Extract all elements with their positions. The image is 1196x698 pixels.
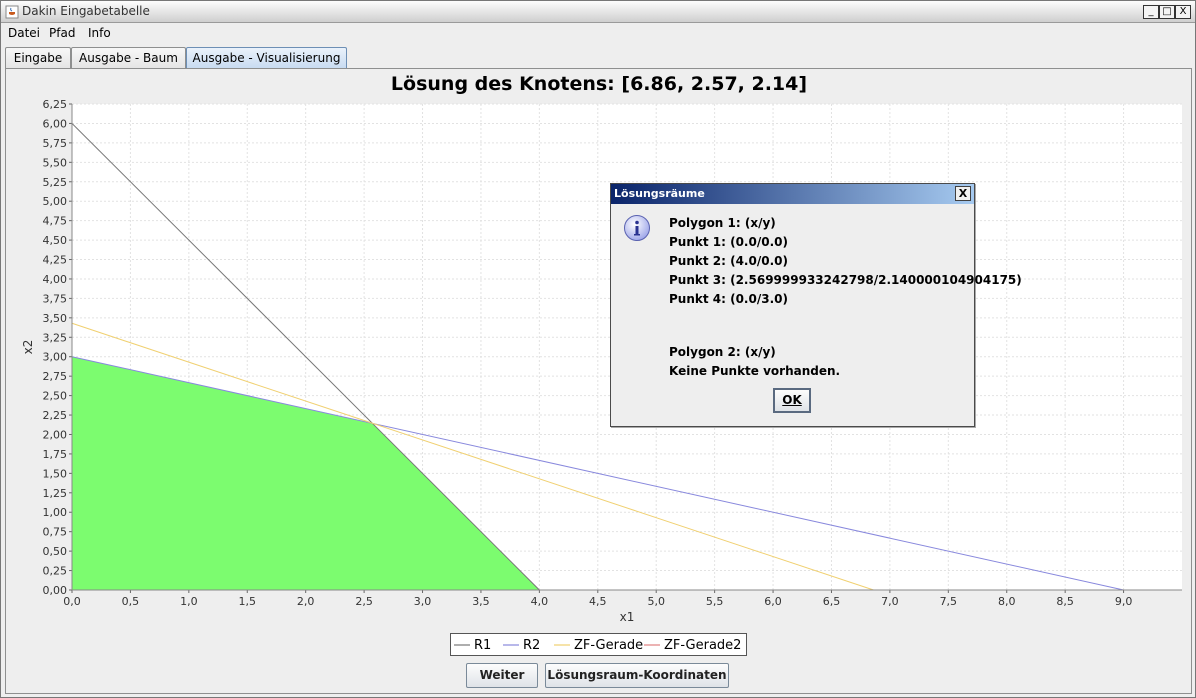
x-tick-label: 7,0 bbox=[881, 595, 899, 608]
window-title: Dakin Eingabetabelle bbox=[22, 4, 150, 18]
legend-svg: R1 R2 ZF-Gerade ZF-Gerade2 bbox=[454, 638, 741, 653]
legend-label: ZF-Gerade bbox=[574, 638, 643, 653]
close-button[interactable]: X bbox=[1175, 5, 1191, 19]
y-tick-label: 5,00 bbox=[43, 195, 68, 208]
dialog-line-polygon1: Polygon 1: (x/y) bbox=[669, 216, 776, 230]
y-tick-label: 6,00 bbox=[43, 117, 68, 130]
info-icon bbox=[624, 215, 650, 241]
x-tick-label: 0,0 bbox=[63, 595, 81, 608]
x-tick-label: 5,5 bbox=[706, 595, 724, 608]
x-tick-label: 9,0 bbox=[1115, 595, 1133, 608]
maximize-button[interactable]: □ bbox=[1159, 5, 1175, 19]
java-cup-icon bbox=[5, 5, 19, 19]
dialog-line-keine-punkte: Keine Punkte vorhanden. bbox=[669, 364, 841, 378]
y-tick-label: 5,75 bbox=[43, 137, 68, 150]
x-tick-label: 3,5 bbox=[472, 595, 490, 608]
menu-bar: Datei Pfad Info bbox=[1, 23, 1195, 44]
tab-ausgabe-baum[interactable]: Ausgabe - Baum bbox=[71, 47, 186, 69]
y-tick-label: 4,50 bbox=[43, 234, 68, 247]
x-tick-label: 4,5 bbox=[589, 595, 607, 608]
x-tick-label: 5,0 bbox=[647, 595, 665, 608]
dialog-title-bar[interactable]: Lösungsräume X bbox=[611, 184, 974, 204]
series-line-r1 bbox=[71, 123, 540, 591]
dialog-title: Lösungsräume bbox=[614, 187, 705, 200]
minimize-button[interactable]: _ bbox=[1143, 5, 1159, 19]
y-tick-label: 0,00 bbox=[43, 584, 68, 597]
feasible-region bbox=[72, 356, 540, 590]
x-tick-label: 3,0 bbox=[414, 595, 432, 608]
dialog-line-punkt2: Punkt 2: (4.0/0.0) bbox=[669, 254, 788, 268]
y-tick-label: 2,25 bbox=[43, 409, 68, 422]
weiter-button[interactable]: Weiter bbox=[466, 663, 538, 688]
x-tick-label: 8,5 bbox=[1056, 595, 1074, 608]
x-tick-label: 6,5 bbox=[823, 595, 841, 608]
series-line-zf-gerade bbox=[71, 322, 874, 591]
dialog-close-button[interactable]: X bbox=[955, 186, 971, 201]
y-axis-label: x2 bbox=[21, 340, 35, 355]
dialog-line-punkt3: Punkt 3: (2.569999933242798/2.1400001049… bbox=[669, 273, 1022, 287]
x-tick-label: 2,0 bbox=[297, 595, 315, 608]
x-tick-label: 0,5 bbox=[122, 595, 140, 608]
dialog-line-punkt4: Punkt 4: (0.0/3.0) bbox=[669, 292, 788, 306]
y-tick-label: 6,25 bbox=[43, 98, 68, 111]
y-tick-label: 1,25 bbox=[43, 487, 68, 500]
y-tick-label: 3,50 bbox=[43, 312, 68, 325]
y-tick-label: 1,50 bbox=[43, 467, 68, 480]
y-tick-label: 0,75 bbox=[43, 526, 68, 539]
y-tick-label: 4,75 bbox=[43, 215, 68, 228]
legend-label: ZF-Gerade2 bbox=[664, 638, 741, 653]
title-bar[interactable]: Dakin Eingabetabelle _ □ X bbox=[1, 1, 1195, 23]
menu-info[interactable]: Info bbox=[88, 26, 111, 40]
legend-label: R2 bbox=[523, 638, 540, 653]
tab-ausgabe-visualisierung[interactable]: Ausgabe - Visualisierung bbox=[186, 47, 347, 70]
y-tick-label: 0,25 bbox=[43, 565, 68, 578]
x-tick-label: 7,5 bbox=[940, 595, 958, 608]
y-tick-label: 5,25 bbox=[43, 176, 68, 189]
y-tick-label: 3,00 bbox=[43, 351, 68, 364]
y-tick-label: 0,50 bbox=[43, 545, 68, 558]
series-line-r2 bbox=[71, 356, 1124, 591]
y-tick-label: 4,25 bbox=[43, 254, 68, 267]
x-tick-label: 8,0 bbox=[998, 595, 1016, 608]
y-tick-label: 1,75 bbox=[43, 448, 68, 461]
y-tick-label: 2,75 bbox=[43, 370, 68, 383]
y-tick-label: 1,00 bbox=[43, 506, 68, 519]
legend-label: R1 bbox=[474, 638, 491, 653]
x-tick-label: 1,5 bbox=[239, 595, 257, 608]
x-tick-label: 2,5 bbox=[355, 595, 373, 608]
y-tick-label: 4,00 bbox=[43, 273, 68, 286]
x-tick-label: 1,0 bbox=[180, 595, 198, 608]
tab-eingabe[interactable]: Eingabe bbox=[5, 47, 71, 69]
menu-pfad[interactable]: Pfad bbox=[49, 26, 76, 40]
y-tick-label: 5,50 bbox=[43, 156, 68, 169]
dialog-line-polygon2: Polygon 2: (x/y) bbox=[669, 345, 776, 359]
x-tick-label: 6,0 bbox=[764, 595, 782, 608]
menu-datei[interactable]: Datei bbox=[8, 26, 41, 40]
x-tick-label: 4,0 bbox=[531, 595, 549, 608]
y-tick-label: 3,25 bbox=[43, 331, 68, 344]
loesungsraum-koordinaten-button[interactable]: Lösungsraum-Koordinaten bbox=[545, 663, 729, 688]
chart-title: Lösung des Knotens: [6.86, 2.57, 2.14] bbox=[391, 73, 807, 95]
y-tick-label: 2,00 bbox=[43, 428, 68, 441]
y-tick-label: 2,50 bbox=[43, 390, 68, 403]
chart-legend: R1 R2 ZF-Gerade ZF-Gerade2 bbox=[450, 633, 747, 656]
solution-dialog: Lösungsräume X Polygon 1: (x/y) Punkt 1:… bbox=[610, 183, 1022, 427]
ok-button[interactable]: OK bbox=[773, 388, 811, 413]
chart: Lösung des Knotens: [6.86, 2.57, 2.14] 0,… bbox=[21, 73, 1182, 624]
x-axis-label: x1 bbox=[620, 610, 635, 624]
dialog-line-punkt1: Punkt 1: (0.0/0.0) bbox=[669, 235, 788, 249]
y-tick-label: 3,75 bbox=[43, 292, 68, 305]
